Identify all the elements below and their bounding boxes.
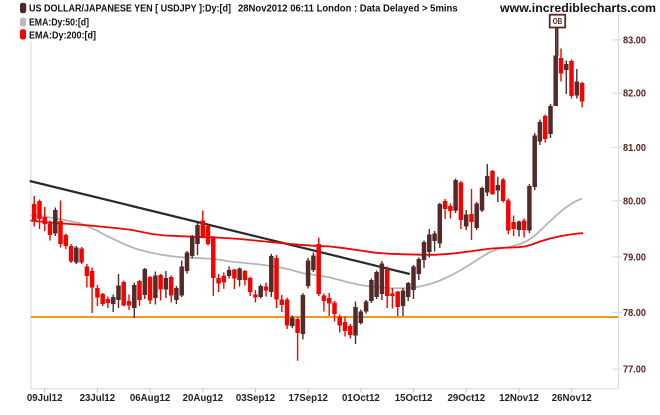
svg-text:78.00: 78.00 (623, 308, 646, 319)
svg-text:OB: OB (553, 17, 563, 26)
svg-text:17Sep12: 17Sep12 (289, 393, 328, 404)
svg-text:81.00: 81.00 (623, 143, 646, 154)
svg-text:www.incrediblecharts.com: www.incrediblecharts.com (499, 1, 656, 15)
svg-text:23Jul12: 23Jul12 (80, 393, 116, 404)
svg-text:EMA:Dy:200:[d]: EMA:Dy:200:[d] (29, 31, 96, 42)
svg-text:79.00: 79.00 (623, 252, 646, 263)
svg-text:82.00: 82.00 (623, 89, 646, 100)
svg-text:80.00: 80.00 (623, 196, 646, 207)
svg-text:12Nov12: 12Nov12 (499, 393, 539, 404)
svg-text:06Aug12: 06Aug12 (130, 393, 170, 404)
svg-text:20Aug12: 20Aug12 (183, 393, 223, 404)
svg-text:EMA:Dy:50:[d]: EMA:Dy:50:[d] (29, 18, 89, 29)
svg-text:09Jul12: 09Jul12 (27, 393, 63, 404)
svg-text:29Oct12: 29Oct12 (447, 393, 485, 404)
svg-text:83.00: 83.00 (623, 35, 646, 46)
svg-text:26Nov12: 26Nov12 (552, 393, 592, 404)
svg-text:01Oct12: 01Oct12 (342, 393, 380, 404)
svg-text:15Oct12: 15Oct12 (395, 393, 433, 404)
svg-text:77.00: 77.00 (623, 365, 646, 376)
svg-text:03Sep12: 03Sep12 (236, 393, 275, 404)
svg-text:US DOLLAR/JAPANESE YEN [ USDJP: US DOLLAR/JAPANESE YEN [ USDJPY ]:Dy:[d] (29, 4, 231, 15)
svg-text:28Nov2012 06:11 London : Data: 28Nov2012 06:11 London : Data Delayed > … (238, 4, 458, 15)
